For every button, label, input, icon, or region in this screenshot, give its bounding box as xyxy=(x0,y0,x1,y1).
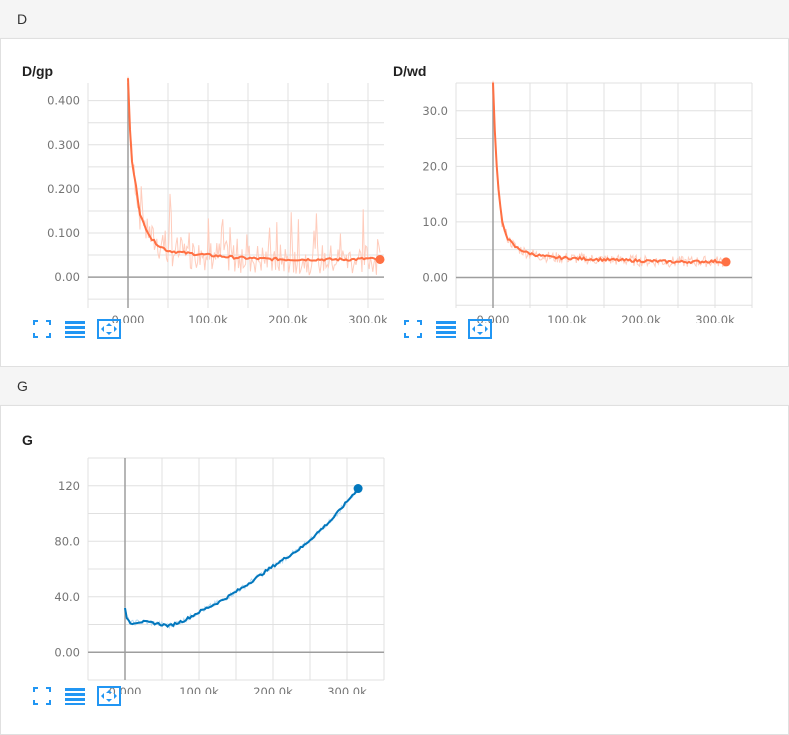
chart-title: D/wd xyxy=(393,63,427,79)
section-title-d: D xyxy=(17,11,28,27)
x-tick-label: 200.0k xyxy=(253,685,293,694)
x-tick-label: 100.0k xyxy=(179,685,219,694)
x-tick-label: 100.0k xyxy=(188,313,228,323)
chart-card-d-wd: D/wd 0.00 10.0 20.0 30.0 0.000 100.0k 200.0k 30… xyxy=(393,63,758,353)
fullscreen-icon[interactable] xyxy=(403,319,427,341)
y-tick-label: 0.00 xyxy=(422,270,448,284)
y-tick-label: 0.300 xyxy=(47,138,80,152)
smoothed-series-line xyxy=(124,488,359,629)
series-end-point xyxy=(375,254,385,264)
lines-icon[interactable] xyxy=(64,319,88,341)
fit-to-data-icon[interactable] xyxy=(97,319,121,341)
section-header-d[interactable]: D xyxy=(0,0,789,38)
section-body-d: D/gp 0.00 0.100 0.200 0.300 0.400 0.000 100.0k… xyxy=(0,38,789,367)
lines-icon[interactable] xyxy=(64,686,88,708)
x-tick-label: 300.0k xyxy=(348,313,387,323)
x-tick-label: 100.0k xyxy=(547,313,587,323)
y-tick-label: 0.400 xyxy=(47,94,80,108)
section-header-g[interactable]: G xyxy=(0,367,789,405)
raw-series-line xyxy=(127,76,381,276)
lines-icon[interactable] xyxy=(435,319,459,341)
x-tick-label: 0.000 xyxy=(112,313,145,323)
chart-title: G xyxy=(22,432,33,448)
x-tick-label: 0.000 xyxy=(109,685,142,694)
y-tick-label: 0.200 xyxy=(47,182,80,196)
y-tick-label: 40.0 xyxy=(54,590,80,604)
section-title-g: G xyxy=(17,378,28,394)
y-tick-label: 0.00 xyxy=(54,645,80,659)
chart-d-wd[interactable]: 0.00 10.0 20.0 30.0 0.000 100.0k 200.0k 300.0k xyxy=(393,63,758,323)
series-end-point xyxy=(353,484,363,494)
x-tick-label: 0.000 xyxy=(477,313,510,323)
fit-to-data-icon[interactable] xyxy=(468,319,492,341)
y-tick-label: 120 xyxy=(58,479,80,493)
x-tick-label: 300.0k xyxy=(327,685,367,694)
chart-card-g: G 0.00 40.0 80.0 120 0.000 100.0k 200.0k 300.0k xyxy=(22,432,387,724)
raw-series-line xyxy=(492,80,727,269)
fullscreen-icon[interactable] xyxy=(32,319,56,341)
section-body-g: G 0.00 40.0 80.0 120 0.000 100.0k 200.0k 300.0k xyxy=(0,405,789,735)
x-tick-label: 200.0k xyxy=(621,313,661,323)
fit-to-data-icon[interactable] xyxy=(97,686,121,708)
smoothed-series-line xyxy=(492,82,727,265)
chart-card-d-gp: D/gp 0.00 0.100 0.200 0.300 0.400 0.000 100.0k… xyxy=(22,63,387,353)
x-tick-label: 200.0k xyxy=(268,313,308,323)
y-tick-label: 0.100 xyxy=(47,226,80,240)
raw-series-line xyxy=(124,486,359,630)
smoothed-series-line xyxy=(127,78,381,262)
y-tick-label: 80.0 xyxy=(54,534,80,548)
series-end-point xyxy=(721,257,731,267)
y-tick-label: 10.0 xyxy=(422,215,448,229)
chart-g[interactable]: 0.00 40.0 80.0 120 0.000 100.0k 200.0k 300.0k xyxy=(22,432,387,694)
chart-d-gp[interactable]: 0.00 0.100 0.200 0.300 0.400 0.000 100.0k 200.0… xyxy=(22,63,387,323)
fullscreen-icon[interactable] xyxy=(32,686,56,708)
y-tick-label: 20.0 xyxy=(422,159,448,173)
x-tick-label: 300.0k xyxy=(695,313,735,323)
chart-title: D/gp xyxy=(22,63,54,79)
y-tick-label: 30.0 xyxy=(422,104,448,118)
y-tick-label: 0.00 xyxy=(54,270,80,284)
